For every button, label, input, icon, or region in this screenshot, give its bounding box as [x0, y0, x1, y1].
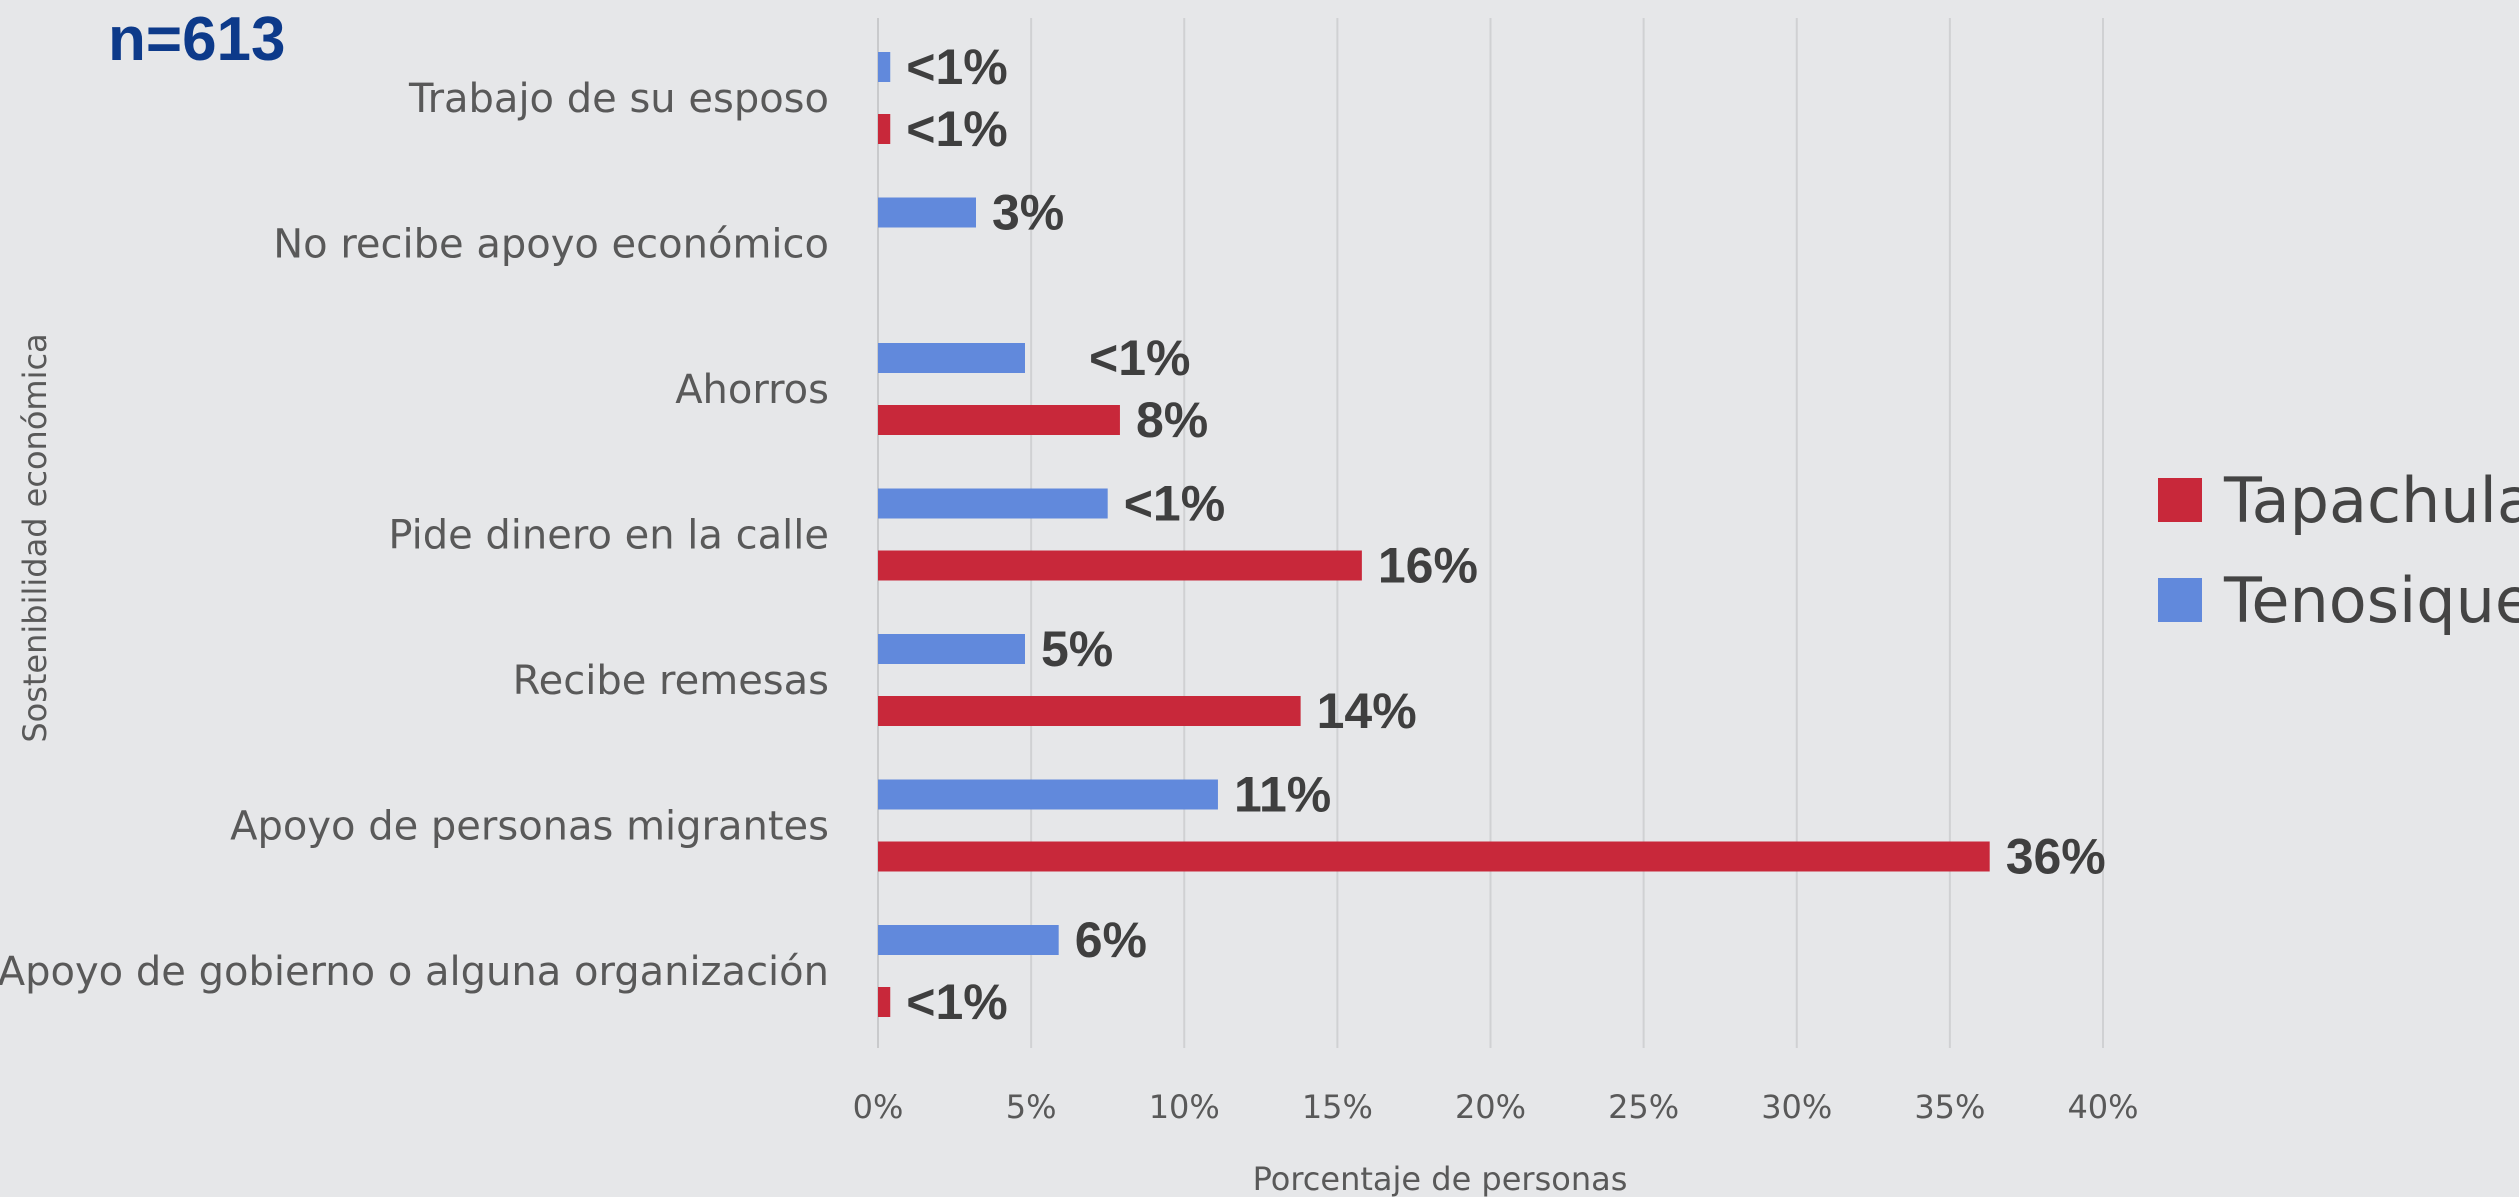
x-tick-label: 10%	[1149, 1088, 1220, 1126]
x-tick-label: 40%	[2067, 1088, 2138, 1126]
bar-tenosique	[878, 52, 891, 82]
x-tick-label: 25%	[1608, 1088, 1679, 1126]
category-labels: Trabajo de su esposo No recibe apoyo econ…	[0, 76, 829, 995]
bar-tenosique	[878, 197, 976, 228]
data-label-tenosique: <1%	[906, 39, 1007, 95]
x-tick-label: 15%	[1302, 1088, 1373, 1126]
legend-label-tapachula: Tapachula	[2224, 463, 2519, 537]
data-label-tapachula: 14%	[1317, 683, 1417, 739]
bar-tapachula	[878, 114, 891, 144]
data-label-tapachula: 16%	[1378, 538, 1478, 594]
legend-swatch-tenosique	[2158, 578, 2202, 622]
bars: <1% 3% <1% <1% 5% 11% 6% <1% 8% 16% 14% 36% <1%	[878, 39, 2106, 1030]
bar-tenosique	[878, 488, 1108, 519]
data-label-tenosique: <1%	[1124, 476, 1225, 532]
category-label: Pide dinero en la calle	[388, 513, 829, 559]
legend: Tapachula Tenosique	[2158, 450, 2519, 650]
bar-tapachula	[878, 841, 1990, 872]
bar-tapachula	[878, 987, 891, 1017]
bar-tenosique	[878, 925, 1059, 955]
x-tick-labels: 0% 5% 10% 15% 20% 25% 30% 35% 40%	[853, 1088, 2139, 1126]
sample-size-label: n=613	[108, 5, 286, 74]
x-tick-label: 5%	[1006, 1088, 1057, 1126]
legend-swatch-tapachula	[2158, 478, 2202, 522]
y-axis-title: Sostenibilidad económica	[16, 333, 54, 742]
category-label: Trabajo de su esposo	[408, 76, 829, 122]
x-tick-label: 0%	[853, 1088, 904, 1126]
data-label-tapachula: 8%	[1136, 392, 1208, 448]
category-label: Apoyo de gobierno o alguna organización	[0, 949, 829, 995]
data-label-tenosique: 5%	[1041, 621, 1113, 677]
bar-tenosique	[878, 779, 1218, 810]
category-label: Apoyo de personas migrantes	[230, 804, 829, 850]
x-tick-label: 20%	[1455, 1088, 1526, 1126]
bar-tenosique	[878, 343, 1025, 373]
bar-tapachula	[878, 696, 1301, 726]
bar-tapachula	[878, 405, 1120, 435]
data-label-tenosique: 3%	[992, 185, 1064, 241]
data-label-tapachula: <1%	[906, 101, 1007, 157]
x-axis-title: Porcentaje de personas	[1253, 1160, 1628, 1197]
legend-item-tenosique: Tenosique	[2158, 550, 2519, 650]
data-label-tenosique: <1%	[1089, 330, 1190, 386]
x-tick-label: 30%	[1761, 1088, 1832, 1126]
grid-lines	[877, 18, 2104, 1048]
legend-label-tenosique: Tenosique	[2224, 563, 2519, 637]
data-label-tenosique: 11%	[1234, 767, 1331, 823]
bar-tenosique	[878, 634, 1025, 664]
category-label: Recibe remesas	[513, 658, 829, 704]
data-label-tapachula: <1%	[906, 974, 1007, 1030]
category-label: Ahorros	[675, 367, 829, 413]
category-label: No recibe apoyo económico	[273, 222, 829, 268]
x-tick-label: 35%	[1914, 1088, 1985, 1126]
data-label-tenosique: 6%	[1075, 912, 1147, 968]
legend-item-tapachula: Tapachula	[2158, 450, 2519, 550]
data-label-tapachula: 36%	[2006, 829, 2106, 885]
bar-tapachula	[878, 550, 1362, 581]
